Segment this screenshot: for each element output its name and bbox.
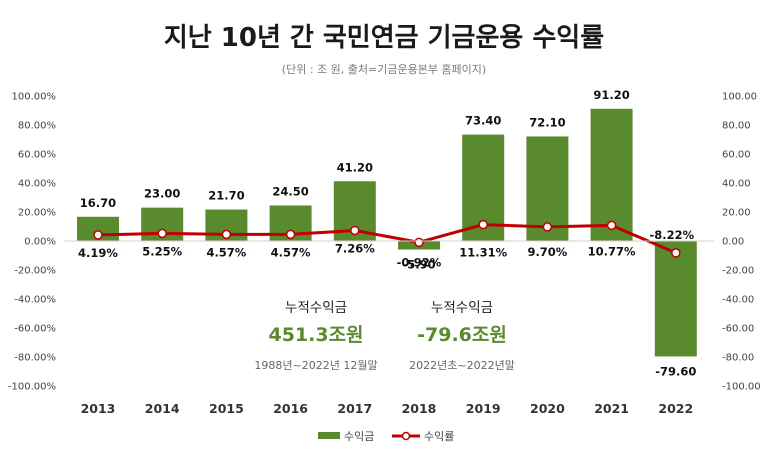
rate-marker-2020 xyxy=(542,222,553,232)
rate-value-label: 5.25% xyxy=(142,244,182,258)
left-axis-tick-label: -60.00% xyxy=(14,324,56,335)
x-tick-label: 2022 xyxy=(658,401,693,416)
rate-value-label: 7.26% xyxy=(335,241,375,255)
annotation-value: 451.3조원 xyxy=(268,324,363,346)
right-axis-tick-label: 0.00 xyxy=(722,237,744,248)
x-tick-label: 2013 xyxy=(81,401,116,416)
annotation-heading: 누적수익금 xyxy=(285,300,347,316)
left-axis-tick-label: 20.00% xyxy=(18,208,56,219)
rate-labels: 4.19% 5.25% 4.57% 4.57% 7.26% -0.92% 11.31% 9.7… xyxy=(78,228,695,269)
legend-swatch-bar xyxy=(318,432,340,439)
left-axis-tick-label: 40.00% xyxy=(18,179,56,190)
left-axis-tick-label: 100.00% xyxy=(12,92,57,103)
rate-value-label: 4.57% xyxy=(271,245,311,259)
bar-value-label: 73.40 xyxy=(465,114,501,128)
chart-subtitle: (단위 : 조 원, 출처=기금운용본부 홈페이지) xyxy=(282,62,486,76)
bar-value-label: -5.90 xyxy=(402,258,435,272)
rate-value-label: 9.70% xyxy=(527,245,567,259)
left-axis: 100.00% 80.00% 60.00% 40.00% 20.00% 0.00% -20.… xyxy=(8,92,56,393)
rate-marker-2017 xyxy=(350,225,360,236)
right-axis-tick-label: -20.00 xyxy=(722,266,754,277)
x-tick-label: 2020 xyxy=(530,401,565,416)
left-axis-tick-label: -80.00% xyxy=(14,353,56,364)
right-axis-tick-label: 100.00 xyxy=(722,92,757,103)
rate-value-label: 11.31% xyxy=(459,246,507,260)
left-axis-tick-label: 0.00% xyxy=(24,237,56,248)
bar-2021 xyxy=(590,108,633,241)
legend: 수익금 수익률 xyxy=(318,430,454,443)
chart-title: 지난 10년 간 국민연금 기금운용 수익률 xyxy=(164,23,604,53)
annotation-cumulative-total: 누적수익금 451.3조원 1988년~2022년 12월말 xyxy=(254,300,377,372)
bar-value-label: 21.70 xyxy=(208,189,244,203)
rate-marker-2016 xyxy=(285,229,296,240)
bar-value-label: 16.70 xyxy=(80,196,116,210)
rate-marker-2014 xyxy=(157,228,167,239)
x-tick-label: 2021 xyxy=(594,401,629,416)
x-tick-label: 2016 xyxy=(273,401,308,416)
bar-labels: 16.70 23.00 21.70 24.50 41.20 -5.90 73.40 72.10… xyxy=(80,88,697,379)
right-axis-tick-label: 60.00 xyxy=(722,150,751,161)
rate-marker-2015 xyxy=(221,229,232,240)
bar-value-label: 41.20 xyxy=(337,160,373,174)
rate-value-label: 4.57% xyxy=(206,245,246,259)
rate-marker-2022 xyxy=(671,248,681,258)
rate-value-label: 10.77% xyxy=(588,244,636,258)
rate-marker-2019 xyxy=(478,219,488,230)
right-axis-tick-label: 20.00 xyxy=(722,208,751,219)
rate-marker-2021 xyxy=(606,220,617,231)
right-axis: 100.00 80.00 60.00 40.00 20.00 0.00 -20.00 -40.… xyxy=(722,92,761,393)
right-axis-tick-label: -60.00 xyxy=(722,324,754,335)
annotation-2022: 누적수익금 -79.6조원 2022년초~2022년말 xyxy=(409,300,515,372)
x-axis: 2013 2014 2015 2016 2017 2018 2019 2020 2021 2022 xyxy=(64,240,714,416)
right-axis-tick-label: 40.00 xyxy=(722,179,751,190)
line-series xyxy=(93,219,681,258)
bar-value-label: 23.00 xyxy=(144,187,180,201)
x-tick-label: 2014 xyxy=(145,401,180,416)
rate-value-label: 4.19% xyxy=(78,246,118,260)
left-axis-tick-label: -20.00% xyxy=(14,266,56,277)
left-axis-tick-label: -100.00% xyxy=(8,382,56,393)
legend-label-bar: 수익금 xyxy=(344,430,374,443)
rate-value-label: -0.92% xyxy=(397,255,442,269)
annotation-period: 2022년초~2022년말 xyxy=(409,359,515,372)
legend-swatch-marker xyxy=(401,431,411,441)
x-tick-label: 2018 xyxy=(402,401,437,416)
x-tick-label: 2015 xyxy=(209,401,244,416)
left-axis-tick-label: 80.00% xyxy=(18,121,56,132)
x-tick-label: 2017 xyxy=(337,401,372,416)
left-axis-tick-label: -40.00% xyxy=(14,295,56,306)
right-axis-tick-label: -100.00 xyxy=(722,382,761,393)
annotation-period: 1988년~2022년 12월말 xyxy=(254,359,377,372)
bar-value-label: 91.20 xyxy=(593,88,629,102)
bar-value-label: 72.10 xyxy=(529,115,565,129)
left-axis-tick-label: 60.00% xyxy=(18,150,56,161)
bar-2022 xyxy=(654,241,697,357)
bar-value-label: 24.50 xyxy=(272,184,308,198)
rate-marker-2013 xyxy=(93,230,103,240)
rate-value-label: -8.22% xyxy=(649,228,694,242)
rate-line xyxy=(97,223,677,255)
right-axis-tick-label: -40.00 xyxy=(722,295,754,306)
rate-marker-2018 xyxy=(414,237,424,248)
bar-value-label: -79.60 xyxy=(655,364,696,378)
annotation-heading: 누적수익금 xyxy=(431,300,493,316)
annotation-value: -79.6조원 xyxy=(417,324,507,346)
legend-label-line: 수익률 xyxy=(424,430,454,443)
right-axis-tick-label: 80.00 xyxy=(722,121,751,132)
right-axis-tick-label: -80.00 xyxy=(722,353,754,364)
x-tick-label: 2019 xyxy=(466,401,501,416)
